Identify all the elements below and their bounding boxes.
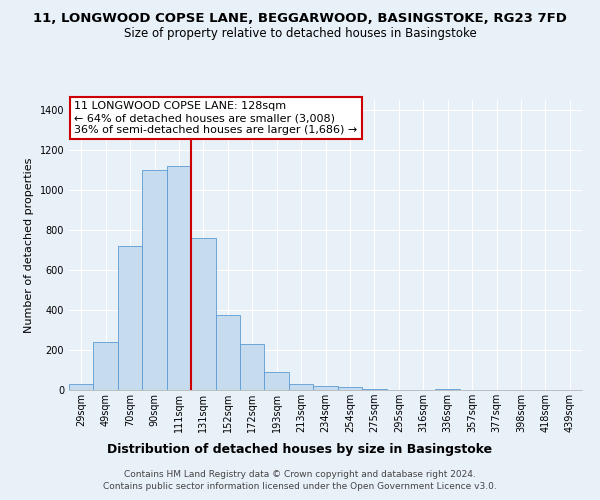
Bar: [362, 389, 386, 390]
Y-axis label: Number of detached properties: Number of detached properties: [24, 158, 34, 332]
Bar: [215, 315, 240, 390]
Bar: [167, 166, 191, 390]
Bar: [142, 170, 167, 390]
Bar: [94, 342, 118, 390]
Text: Contains public sector information licensed under the Open Government Licence v3: Contains public sector information licen…: [103, 482, 497, 491]
Bar: [289, 384, 313, 390]
Bar: [436, 389, 460, 390]
Bar: [191, 238, 215, 390]
Text: 11 LONGWOOD COPSE LANE: 128sqm
← 64% of detached houses are smaller (3,008)
36% : 11 LONGWOOD COPSE LANE: 128sqm ← 64% of …: [74, 102, 358, 134]
Bar: [338, 387, 362, 390]
Text: Distribution of detached houses by size in Basingstoke: Distribution of detached houses by size …: [107, 442, 493, 456]
Text: Size of property relative to detached houses in Basingstoke: Size of property relative to detached ho…: [124, 28, 476, 40]
Text: Contains HM Land Registry data © Crown copyright and database right 2024.: Contains HM Land Registry data © Crown c…: [124, 470, 476, 479]
Bar: [69, 384, 94, 390]
Text: 11, LONGWOOD COPSE LANE, BEGGARWOOD, BASINGSTOKE, RG23 7FD: 11, LONGWOOD COPSE LANE, BEGGARWOOD, BAS…: [33, 12, 567, 26]
Bar: [313, 386, 338, 390]
Bar: [118, 246, 142, 390]
Bar: [240, 344, 265, 390]
Bar: [265, 372, 289, 390]
